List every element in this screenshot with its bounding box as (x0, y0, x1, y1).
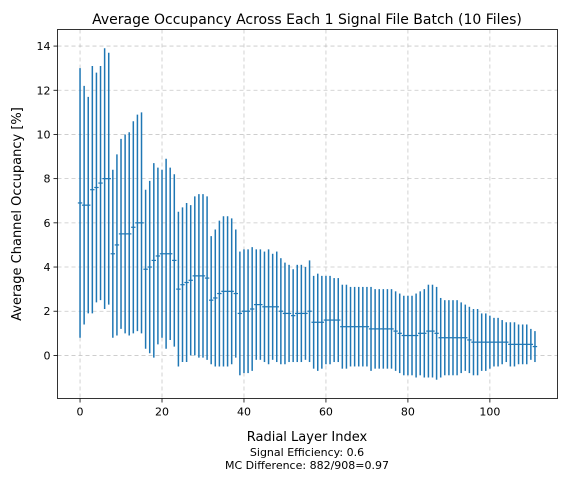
y-tick-label: 10 (37, 128, 51, 141)
y-tick-label: 2 (44, 305, 51, 318)
y-axis-ticks: 0 2 4 6 8 10 12 14 (37, 40, 58, 362)
x-tick-label: 100 (479, 406, 500, 419)
y-tick-label: 4 (44, 261, 51, 274)
y-tick-label: 0 (44, 349, 51, 362)
x-axis-label: Radial Layer Index (247, 430, 368, 445)
grid-lines (57, 29, 558, 399)
caption-line-1: Signal Efficiency: 0.6 (250, 446, 364, 459)
error-bars (79, 48, 536, 380)
x-axis-ticks: 0 20 40 60 80 100 (77, 398, 500, 419)
x-tick-label: 0 (77, 406, 84, 419)
caption-line-2: MC Difference: 882/908=0.97 (225, 459, 389, 472)
y-tick-label: 14 (37, 40, 51, 53)
y-tick-label: 6 (44, 217, 51, 230)
chart-title: Average Occupancy Across Each 1 Signal F… (92, 12, 522, 28)
plot-frame (57, 29, 558, 399)
x-tick-label: 80 (401, 406, 415, 419)
y-tick-label: 12 (37, 84, 51, 97)
y-axis-label: Average Channel Occupancy [%] (10, 107, 25, 321)
mean-markers (77, 178, 538, 348)
y-tick-label: 8 (44, 173, 51, 186)
x-tick-label: 60 (319, 406, 333, 419)
x-tick-label: 20 (155, 406, 169, 419)
x-tick-label: 40 (237, 406, 251, 419)
